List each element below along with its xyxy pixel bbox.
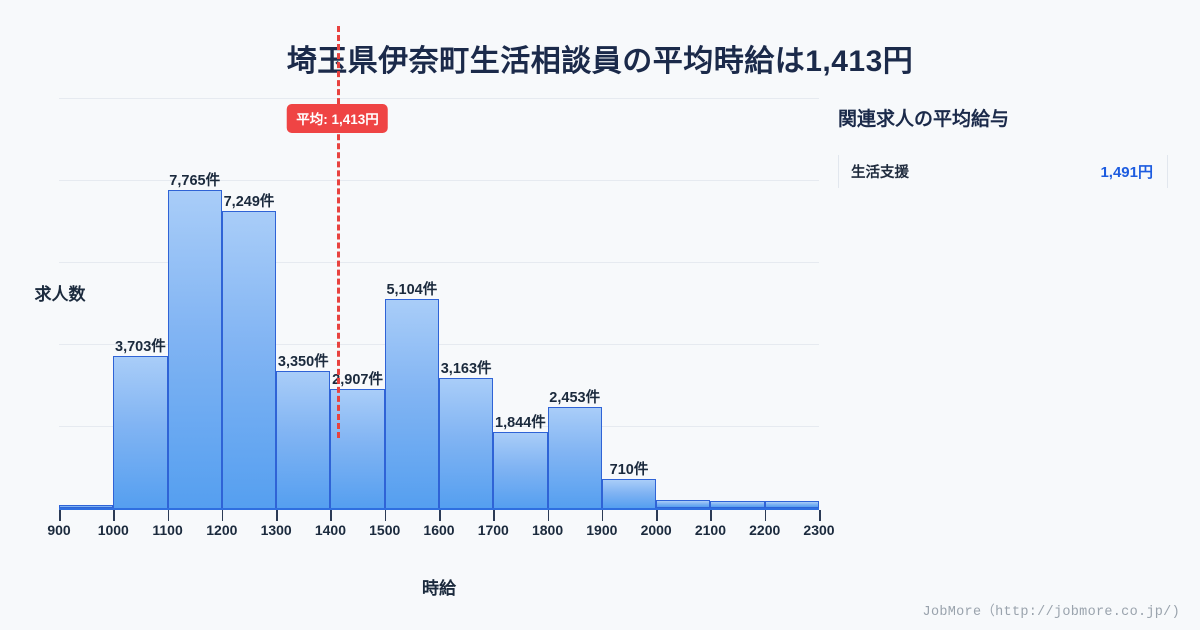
bar[interactable] [59,505,114,508]
related-salary-list: 生活支援 1,491円 [838,155,1168,188]
bar-value-label: 5,104件 [386,281,438,298]
salary-row-value: 1,491円 [1100,164,1153,181]
bar[interactable] [764,501,819,508]
bar[interactable] [601,478,657,508]
bar[interactable] [113,356,168,508]
bar[interactable] [276,370,331,508]
bar-value-label: 7,249件 [223,193,275,210]
bar[interactable] [547,407,602,508]
x-tick [764,510,767,521]
bar[interactable] [656,500,711,508]
bar[interactable] [439,378,494,508]
bar-value-label: 710件 [609,461,649,478]
bar-value-label: 2,453件 [549,390,601,407]
x-tick-label: 1700 [477,522,509,538]
gridline [59,180,819,181]
gridline [59,98,819,99]
x-tick [167,510,170,521]
bar[interactable] [493,432,548,508]
x-tick-label: 1800 [531,522,564,538]
x-tick [656,510,658,521]
y-axis-title: 求人数 [34,285,86,304]
page-title: 埼玉県伊奈町生活相談員の平均時給は1,413円 [286,45,914,78]
x-tick-label: 2000 [640,522,672,538]
x-tick [59,510,61,521]
x-tick-label: 2200 [749,522,781,538]
x-tick-label: 2300 [803,522,835,538]
x-tick-label: 1000 [97,522,129,538]
x-tick [439,510,441,521]
salary-row-name: 生活支援 [851,165,909,181]
bar-value-label: 3,350件 [277,353,329,370]
gridline [59,262,819,263]
bar[interactable] [384,298,439,508]
bar-value-label: 2,907件 [332,371,383,388]
bar-value-label: 1,844件 [495,415,546,432]
bar-value-label: 7,765件 [169,172,221,189]
gridline [59,344,819,345]
x-axis-line [59,508,819,510]
average-line [337,26,341,438]
x-tick [384,510,387,521]
related-salary-panel: 関連求人の平均給与 生活支援 1,491円 [838,104,1168,188]
x-tick [276,510,278,521]
related-salary-title: 関連求人の平均給与 [838,109,1010,130]
x-tick [819,510,821,521]
bar-value-label: 3,703件 [115,339,166,356]
x-tick-label: 900 [47,522,71,538]
x-tick [493,510,495,521]
bar[interactable] [221,210,277,508]
salary-row[interactable]: 生活支援 1,491円 [838,155,1168,188]
x-tick-label: 2100 [694,522,726,538]
x-tick-label: 1100 [152,522,183,538]
x-tick [113,510,115,521]
x-tick-label: 1600 [423,522,455,538]
x-tick-label: 1300 [260,522,292,538]
bar-value-label: 3,163件 [440,361,492,378]
x-tick [547,510,550,521]
plot-area [59,98,819,508]
x-tick [710,510,712,521]
bar[interactable] [167,189,222,508]
x-axis-title: 時給 [422,579,456,598]
x-tick-label: 1400 [314,522,346,538]
watermark-footer: JobMore（http://jobmore.co.jp/) [922,605,1180,620]
average-badge: 平均: 1,413円 [287,104,388,133]
x-tick-label: 1200 [206,522,238,538]
x-tick [601,510,604,521]
bar[interactable] [330,388,385,508]
bar[interactable] [710,501,765,508]
x-tick-label: 1900 [586,522,618,538]
x-tick-label: 1500 [369,522,401,538]
bar-series [59,98,819,508]
x-tick [221,510,224,521]
x-tick [330,510,332,521]
